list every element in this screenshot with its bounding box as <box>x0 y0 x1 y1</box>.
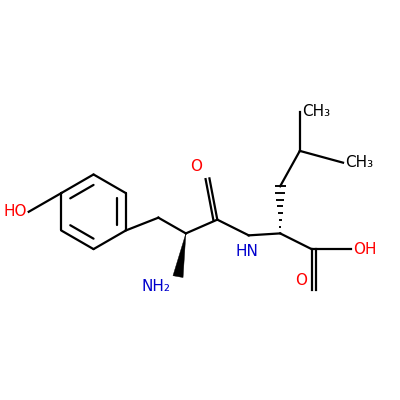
Text: HN: HN <box>235 244 258 259</box>
Polygon shape <box>173 233 186 278</box>
Text: O: O <box>295 274 307 288</box>
Text: NH₂: NH₂ <box>142 279 171 294</box>
Text: CH₃: CH₃ <box>345 155 373 170</box>
Text: OH: OH <box>353 242 376 257</box>
Text: HO: HO <box>3 204 27 219</box>
Text: O: O <box>190 159 202 174</box>
Text: CH₃: CH₃ <box>302 104 330 119</box>
